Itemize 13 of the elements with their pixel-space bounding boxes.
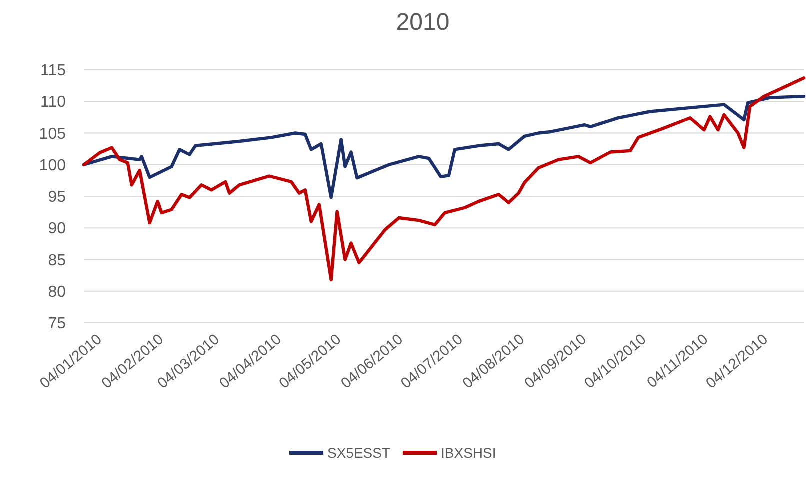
y-tick-label: 90	[48, 220, 66, 238]
chart-title: 2010	[396, 9, 450, 36]
y-tick-label: 100	[39, 157, 66, 174]
legend-label: IBXSHSI	[441, 444, 496, 461]
y-tick-label: 115	[40, 62, 66, 80]
line-series	[82, 76, 806, 282]
legend-label: SX5ESST	[328, 444, 391, 461]
y-tick-label: 80	[48, 284, 66, 301]
y-tick-label: 85	[48, 252, 66, 270]
y-tick-label: 75	[48, 316, 66, 333]
y-tick-label: 105	[39, 126, 66, 143]
y-tick-label: 95	[48, 189, 66, 206]
y-tick-label: 110	[40, 94, 66, 112]
